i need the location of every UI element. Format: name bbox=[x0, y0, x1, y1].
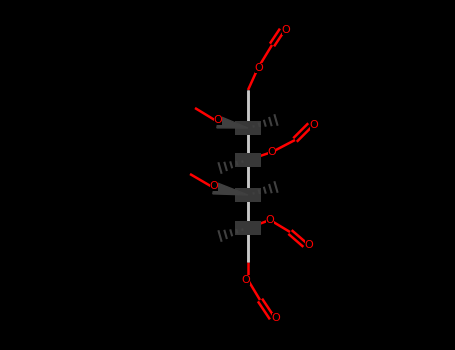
Text: O: O bbox=[305, 240, 313, 250]
Text: O: O bbox=[210, 181, 218, 191]
Text: O: O bbox=[268, 147, 276, 157]
Bar bbox=[235, 121, 261, 135]
Text: O: O bbox=[309, 120, 318, 130]
Text: O: O bbox=[266, 215, 274, 225]
Text: O: O bbox=[242, 275, 250, 285]
Bar bbox=[235, 153, 261, 167]
Polygon shape bbox=[213, 182, 248, 195]
Text: O: O bbox=[214, 115, 222, 125]
Text: O: O bbox=[272, 313, 280, 323]
Polygon shape bbox=[217, 116, 248, 128]
Text: O: O bbox=[255, 63, 263, 73]
Text: O: O bbox=[282, 25, 290, 35]
Bar bbox=[235, 188, 261, 202]
Bar bbox=[235, 221, 261, 235]
